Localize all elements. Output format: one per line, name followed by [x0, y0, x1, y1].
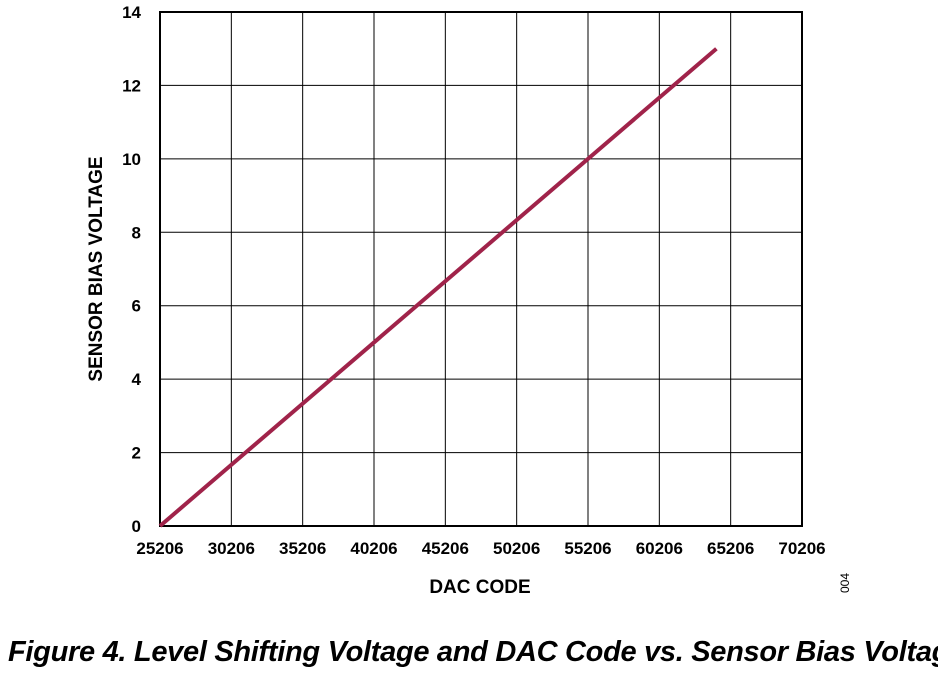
series-line: [158, 47, 718, 528]
x-tick-label: 70206: [778, 539, 825, 558]
x-tick-label: 30206: [208, 539, 255, 558]
figure-caption: Figure 4. Level Shifting Voltage and DAC…: [8, 636, 938, 668]
y-tick-label: 12: [122, 76, 141, 95]
x-tick-label: 25206: [136, 539, 183, 558]
x-tick-label: 60206: [636, 539, 683, 558]
x-axis-ticks: 25206 30206 35206 40206 45206 50206 55206 60206…: [136, 539, 825, 558]
x-tick-label: 40206: [350, 539, 397, 558]
x-tick-label: 55206: [564, 539, 611, 558]
y-tick-label: 14: [122, 3, 141, 22]
y-tick-label: 6: [132, 297, 141, 316]
series-layer: [158, 47, 718, 528]
y-tick-label: 8: [132, 223, 141, 242]
x-axis-title: DAC CODE: [429, 577, 530, 598]
x-tick-label: 65206: [707, 539, 754, 558]
x-tick-label: 35206: [279, 539, 326, 558]
y-axis-title: SENSOR BIAS VOLTAGE: [86, 156, 107, 381]
plot-frame: [159, 11, 803, 527]
figure-id: 004: [838, 573, 852, 593]
y-tick-label: 2: [132, 444, 141, 463]
y-tick-label: 0: [132, 517, 141, 536]
x-tick-label: 50206: [493, 539, 540, 558]
x-tick-label: 45206: [422, 539, 469, 558]
y-tick-label: 4: [132, 370, 142, 389]
grid: [159, 11, 803, 527]
y-axis-ticks: 0 2 4 6 8 10 12 14: [122, 3, 141, 536]
y-tick-label: 10: [122, 150, 141, 169]
chart: 0 2 4 6 8 10 12 14 25206 30206 35206 40206 45206 502…: [86, 3, 852, 598]
